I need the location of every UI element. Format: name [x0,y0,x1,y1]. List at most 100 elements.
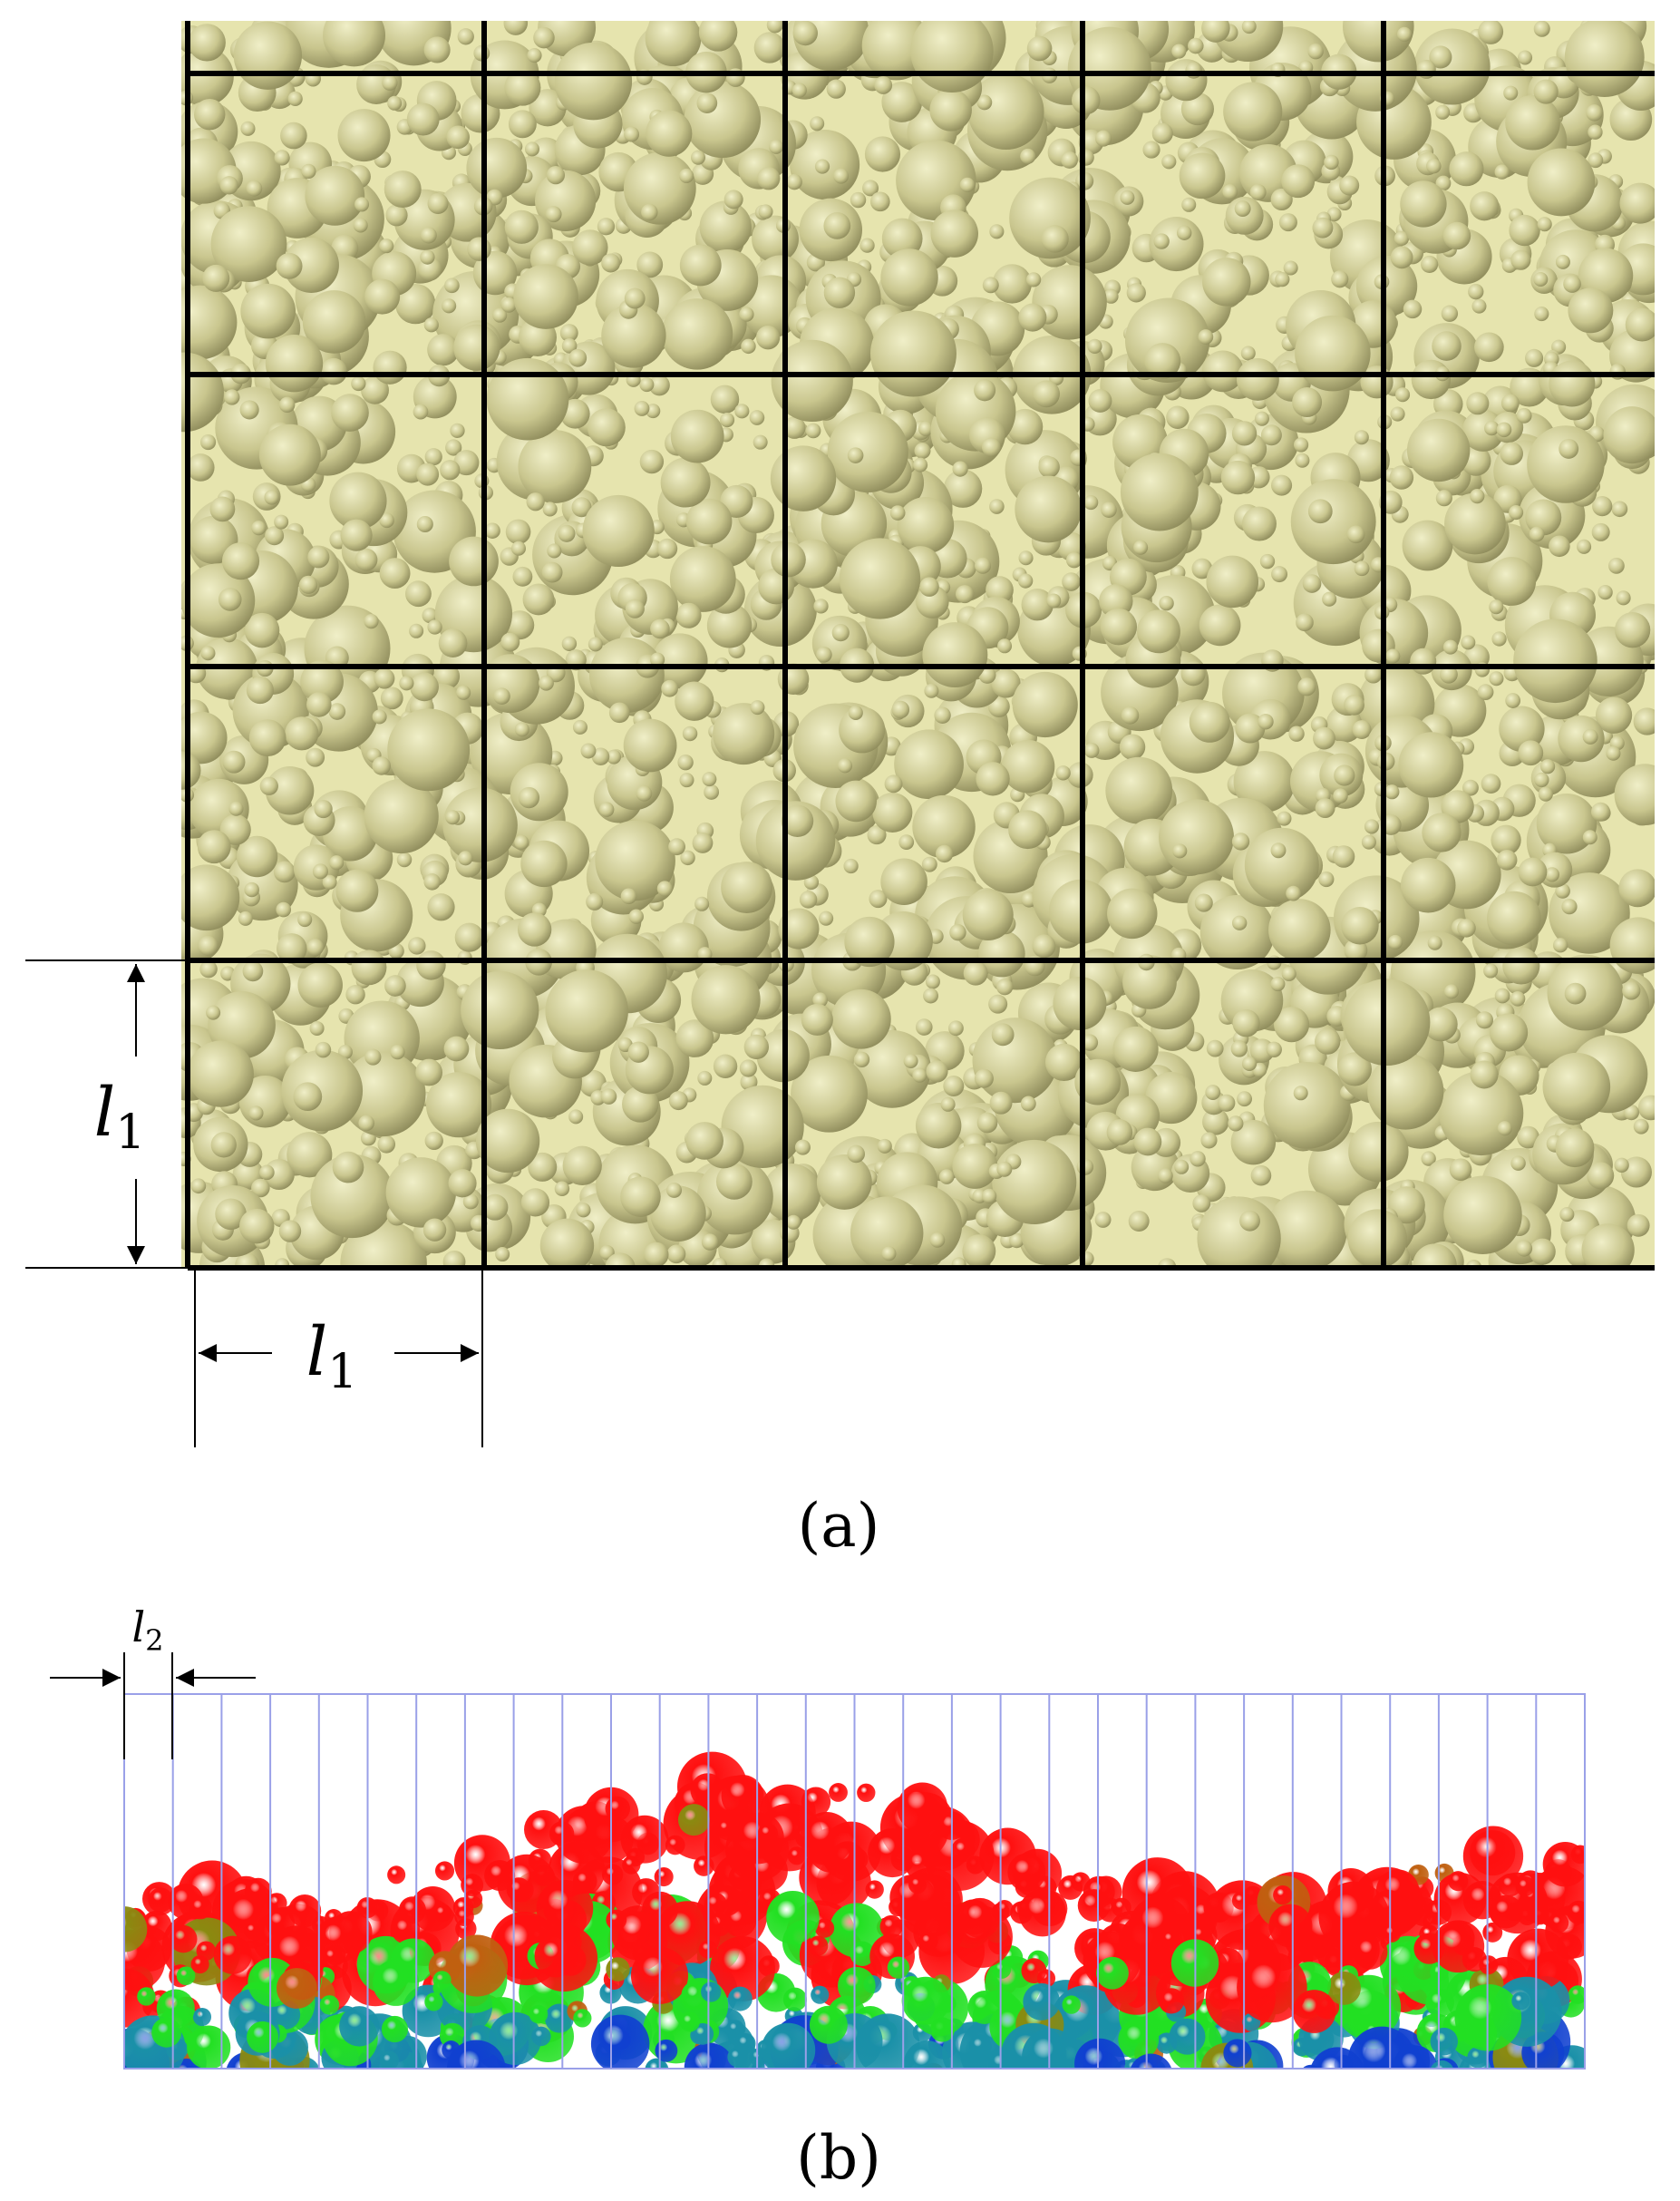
particle [1467,2046,1490,2069]
particle [1008,810,1047,850]
particle [1062,1995,1081,2014]
particle [265,335,324,393]
particle [1295,315,1371,392]
particle [1491,824,1521,855]
particle [323,21,386,67]
particle [1273,1884,1293,1905]
particle [646,110,693,157]
particle [940,1096,956,1112]
particle [891,700,910,719]
particle [1494,164,1510,180]
particle [710,1936,775,2001]
particle [996,979,1014,996]
particle [650,1185,706,1242]
particle [345,985,365,1005]
particle [816,1154,872,1210]
particle [181,563,256,638]
particle [656,538,678,560]
particle [1230,1040,1248,1057]
particle [936,844,954,863]
particle [1622,981,1641,1000]
particle [677,1804,710,1836]
particle [442,787,518,862]
particle [1525,348,1544,367]
particle [1538,786,1553,802]
particle [1120,190,1135,205]
particle [1128,1211,1150,1232]
particle [992,1960,1012,1979]
caption-b: (b) [796,2123,881,2193]
particle [221,542,260,580]
particle [423,36,451,63]
particle [319,1995,340,2015]
particle [680,850,695,866]
particle [786,173,802,190]
particle [977,930,1025,978]
particle [918,421,934,436]
particle [1499,706,1545,752]
particle [755,801,836,881]
particle [481,654,540,714]
particle [623,718,677,773]
particle [968,2034,992,2058]
particle [853,1051,870,1068]
particle [423,873,441,891]
particle [669,546,736,612]
particle [1232,1009,1260,1037]
particle [276,933,307,964]
particle [1222,184,1238,200]
particle [685,498,733,545]
particle [1071,1872,1091,1892]
particle [727,1986,753,2011]
particle [1009,177,1091,259]
particle [655,2039,678,2062]
particle [1423,1007,1458,1042]
particle [666,1244,686,1264]
particle [361,375,389,404]
particle [1151,122,1173,144]
particle [444,278,460,294]
particle [489,2011,542,2065]
particle [1496,422,1512,438]
particle [1586,104,1603,122]
particle [675,1019,714,1057]
particle [948,1020,964,1037]
particle [299,575,318,594]
particle [959,177,976,192]
particle [601,253,621,273]
particle [573,2009,592,2028]
particle [591,747,610,766]
particle [273,861,296,883]
particle [1435,490,1452,507]
particle [1347,1209,1407,1268]
particle [636,251,664,278]
particle [1475,1011,1494,1029]
particle [1533,79,1559,104]
particle [605,1796,631,1822]
particle [373,1959,420,2006]
particle [769,139,784,154]
particle [520,1188,550,1217]
particle [546,165,566,185]
particle [654,1866,674,1887]
particle [1273,1007,1310,1043]
particle [641,203,658,221]
particle [981,1188,997,1204]
particle [1581,1223,1635,1268]
particle [239,1208,275,1244]
particle [508,110,537,139]
particle [881,1246,897,1261]
particle [1442,639,1458,655]
particle [1537,217,1552,232]
particle [198,935,218,956]
particle [1165,59,1208,102]
particle [800,1811,853,1865]
particle [887,1956,910,1979]
particle [1382,1923,1402,1943]
particle [438,628,468,657]
particle [677,754,694,771]
particle [1295,453,1310,468]
particle [422,1218,447,1242]
particle [645,21,702,67]
particle [753,434,768,450]
